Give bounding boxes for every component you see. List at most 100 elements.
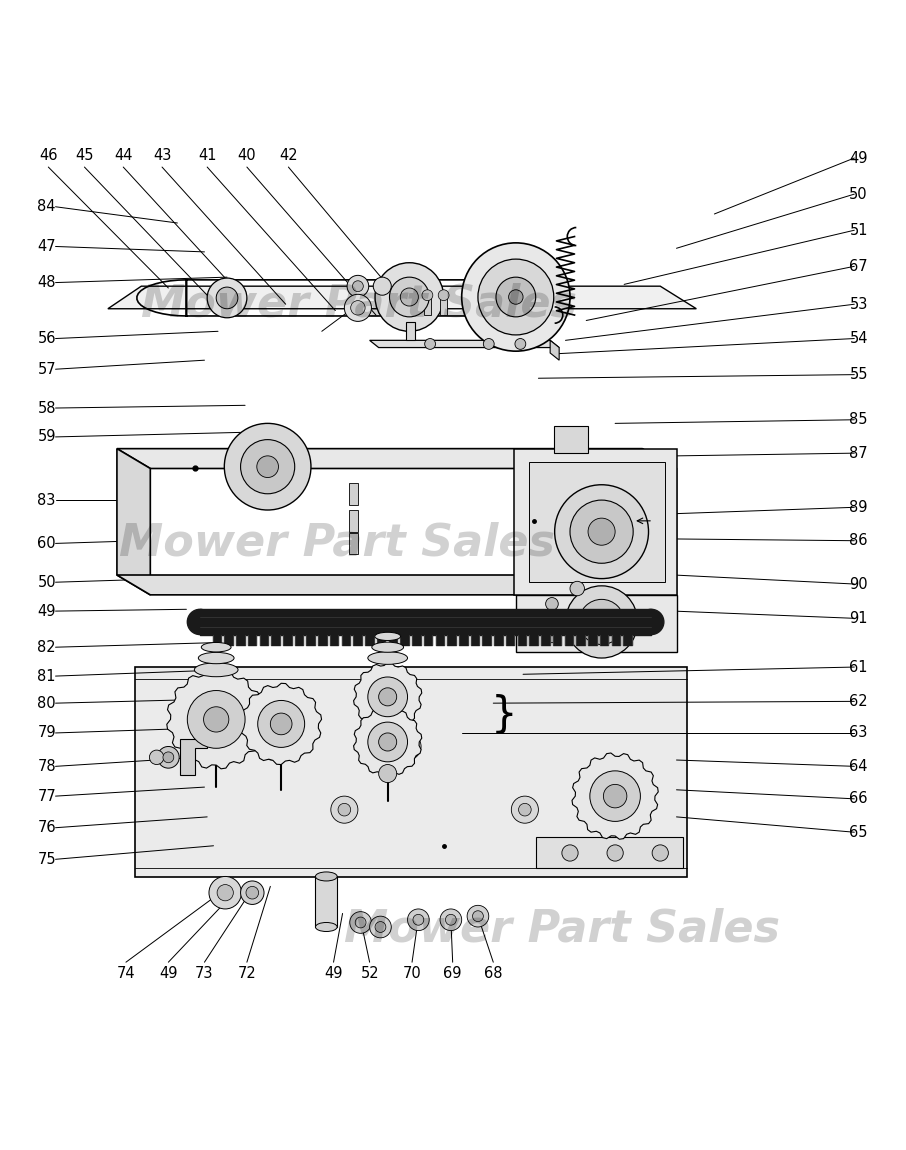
Circle shape — [446, 914, 457, 926]
Text: 44: 44 — [114, 148, 132, 163]
Text: 49: 49 — [37, 604, 56, 619]
Circle shape — [331, 796, 358, 823]
Circle shape — [351, 300, 365, 315]
Bar — [440, 296, 448, 315]
Circle shape — [217, 288, 238, 308]
Text: 54: 54 — [849, 331, 868, 346]
Text: 77: 77 — [37, 789, 56, 804]
Circle shape — [347, 275, 369, 297]
Text: 52: 52 — [361, 966, 379, 981]
Text: 91: 91 — [849, 611, 868, 626]
Ellipse shape — [375, 632, 400, 641]
Polygon shape — [406, 322, 415, 340]
Circle shape — [590, 770, 641, 821]
Text: 53: 53 — [850, 297, 868, 312]
Circle shape — [478, 259, 554, 335]
Text: 87: 87 — [849, 446, 868, 461]
Polygon shape — [135, 667, 688, 877]
Polygon shape — [241, 683, 322, 765]
Circle shape — [225, 423, 311, 509]
Circle shape — [344, 294, 371, 321]
Ellipse shape — [201, 643, 231, 652]
Text: 49: 49 — [324, 966, 342, 981]
Bar — [349, 483, 358, 505]
Text: 63: 63 — [850, 726, 868, 741]
Circle shape — [163, 752, 174, 762]
Polygon shape — [180, 739, 207, 775]
Text: 62: 62 — [849, 693, 868, 708]
Circle shape — [390, 277, 429, 317]
Circle shape — [562, 845, 578, 861]
Text: 82: 82 — [37, 639, 56, 654]
Text: 70: 70 — [402, 966, 421, 981]
Polygon shape — [370, 340, 559, 347]
Text: 64: 64 — [849, 759, 868, 774]
Circle shape — [373, 277, 391, 296]
Text: 67: 67 — [849, 259, 868, 274]
Circle shape — [368, 722, 408, 761]
Circle shape — [511, 796, 538, 823]
Text: 57: 57 — [37, 362, 56, 377]
Ellipse shape — [371, 642, 403, 652]
Polygon shape — [167, 670, 265, 769]
Text: 51: 51 — [849, 223, 868, 238]
Text: 43: 43 — [153, 148, 171, 163]
Ellipse shape — [198, 652, 234, 664]
Polygon shape — [529, 462, 665, 582]
Polygon shape — [516, 595, 677, 652]
Text: 48: 48 — [37, 275, 56, 290]
Ellipse shape — [315, 872, 337, 881]
Circle shape — [439, 290, 449, 300]
Circle shape — [338, 804, 351, 816]
Text: 50: 50 — [37, 575, 56, 590]
Circle shape — [207, 278, 246, 317]
Circle shape — [350, 912, 371, 934]
Circle shape — [462, 243, 570, 351]
Circle shape — [217, 884, 234, 900]
Text: 76: 76 — [37, 820, 56, 835]
Circle shape — [188, 610, 213, 635]
Polygon shape — [535, 837, 683, 868]
Text: 83: 83 — [37, 492, 56, 507]
Circle shape — [204, 707, 229, 733]
Text: Mower Part Sales: Mower Part Sales — [344, 907, 780, 950]
Polygon shape — [550, 340, 559, 360]
Text: Mower Part Sales: Mower Part Sales — [119, 522, 554, 565]
Ellipse shape — [195, 662, 238, 676]
Circle shape — [379, 765, 397, 783]
Polygon shape — [353, 707, 422, 776]
Circle shape — [258, 733, 285, 760]
Text: 66: 66 — [849, 791, 868, 806]
Circle shape — [554, 485, 649, 578]
Circle shape — [270, 713, 292, 735]
Text: 86: 86 — [849, 534, 868, 549]
Text: 45: 45 — [75, 148, 93, 163]
Polygon shape — [514, 448, 677, 595]
Circle shape — [241, 439, 294, 493]
Circle shape — [607, 845, 623, 861]
Circle shape — [508, 290, 523, 305]
Circle shape — [256, 455, 278, 477]
Text: 74: 74 — [117, 966, 135, 981]
Circle shape — [518, 804, 531, 816]
Ellipse shape — [315, 922, 337, 932]
Circle shape — [370, 917, 391, 938]
Circle shape — [158, 746, 179, 768]
Text: }: } — [490, 693, 517, 736]
Circle shape — [570, 581, 584, 596]
Circle shape — [209, 876, 242, 909]
Circle shape — [241, 881, 264, 904]
Text: 46: 46 — [39, 148, 58, 163]
Circle shape — [401, 741, 414, 753]
Text: 56: 56 — [37, 331, 56, 346]
Bar — [349, 532, 358, 554]
Text: 41: 41 — [198, 148, 217, 163]
Circle shape — [652, 845, 669, 861]
Text: 55: 55 — [849, 367, 868, 382]
Text: 75: 75 — [37, 852, 56, 867]
Circle shape — [515, 338, 525, 350]
Circle shape — [565, 585, 638, 658]
Circle shape — [379, 688, 397, 706]
Circle shape — [408, 908, 429, 930]
Polygon shape — [108, 286, 697, 308]
